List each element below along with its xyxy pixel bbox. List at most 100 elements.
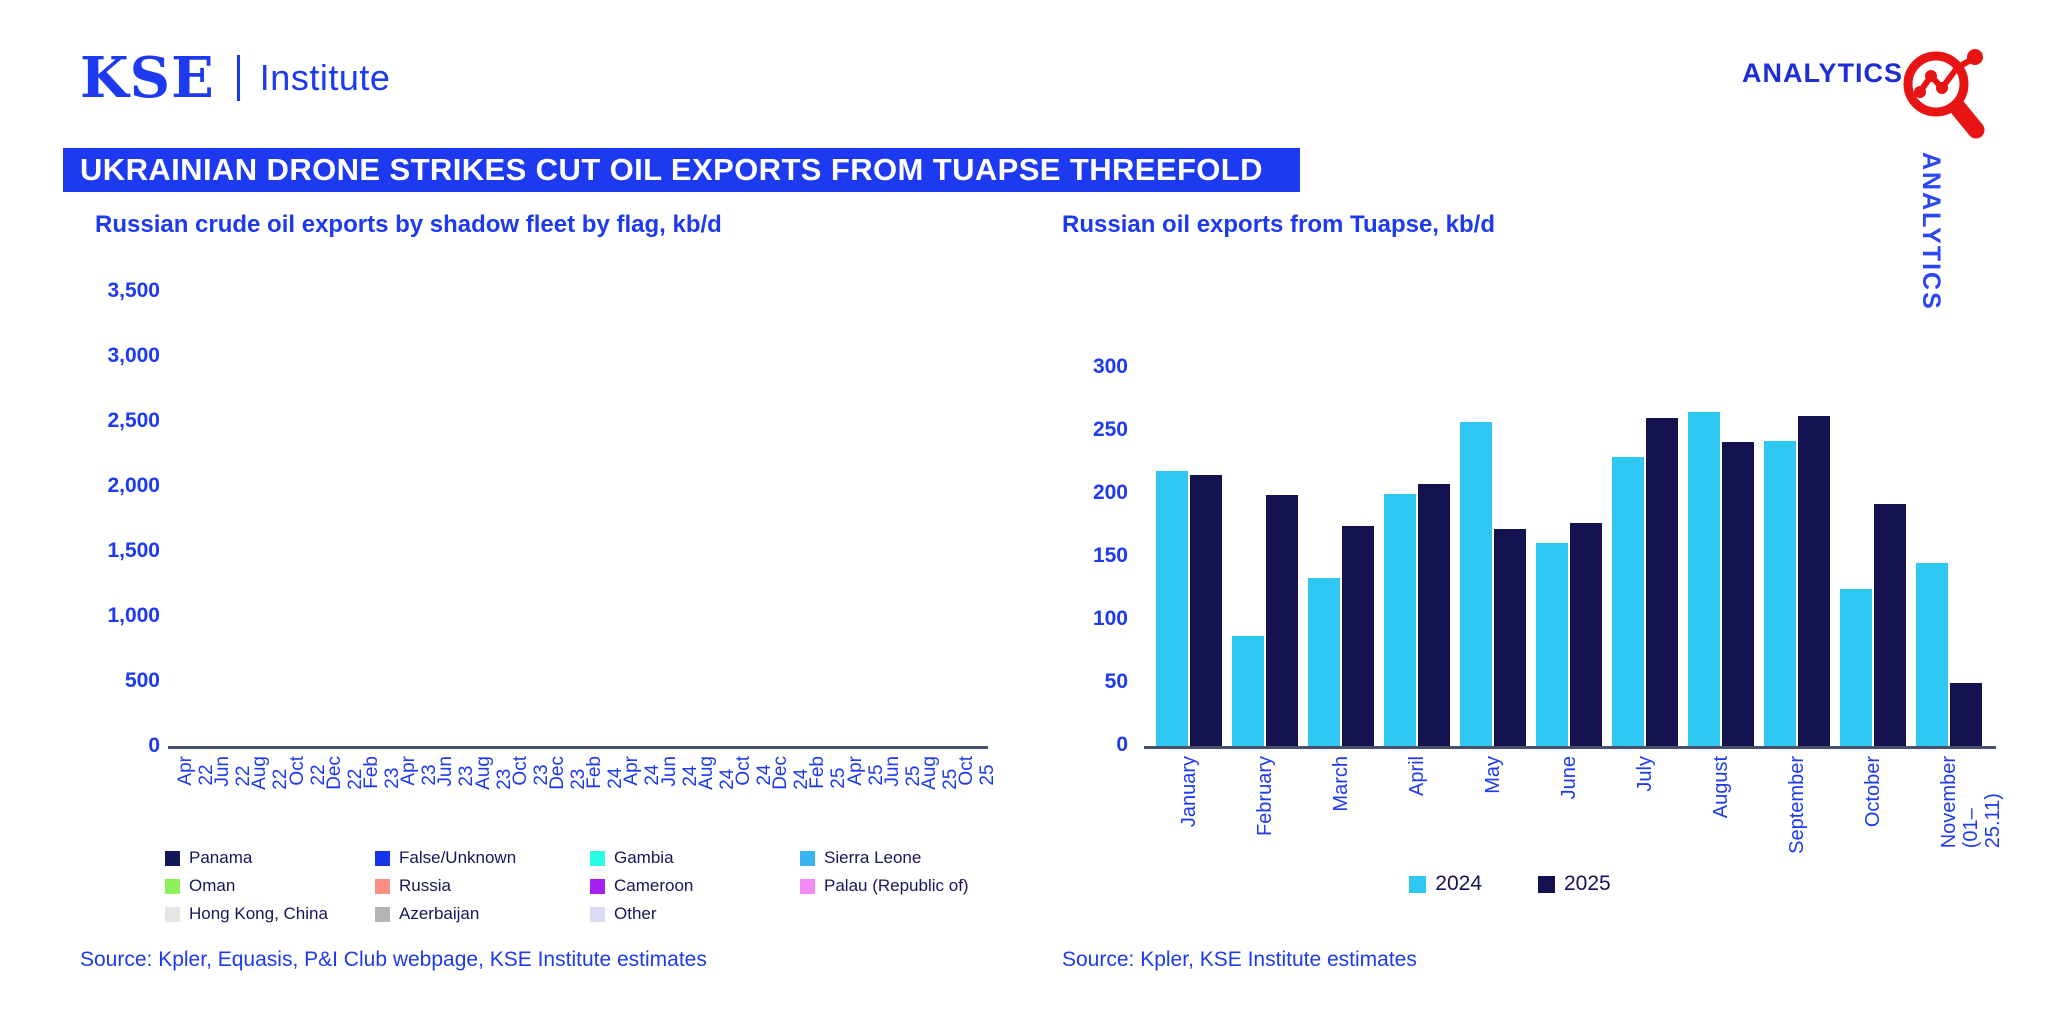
bar-2025 [1190, 475, 1222, 746]
x-tick-label: May [1482, 756, 1504, 794]
legend-item-sie: Sierra Leone [800, 848, 921, 868]
headline-banner: UKRAINIAN DRONE STRIKES CUT OIL EXPORTS … [63, 148, 1300, 192]
bar-2024 [1916, 563, 1948, 746]
legend-item-oth: Other [590, 904, 657, 924]
legend-label: Russia [399, 876, 451, 895]
y-tick-label: 1,000 [107, 604, 160, 627]
y-tick-label: 200 [1092, 481, 1128, 504]
bar-2024 [1156, 471, 1188, 746]
legend-item-cam: Cameroon [590, 876, 693, 896]
analytics-magnifier-icon [1896, 40, 1996, 153]
legend-label: 2025 [1564, 872, 1611, 895]
bar-2024 [1764, 441, 1796, 746]
logo-divider [236, 55, 240, 101]
right-chart-title: Russian oil exports from Tuapse, kb/d [1062, 211, 1495, 238]
legend-swatch [375, 878, 390, 894]
legend-label: Hong Kong, China [189, 904, 328, 923]
x-tick-label: March [1330, 756, 1352, 812]
bar-2025 [1342, 525, 1374, 746]
bar-2024 [1384, 494, 1416, 746]
legend-item-pal: Palau (Republic of) [800, 876, 969, 896]
bar-2024 [1308, 578, 1340, 746]
bar-2024 [1232, 636, 1264, 746]
y-tick-label: 1,500 [107, 539, 160, 562]
legend-label: Gambia [614, 848, 674, 867]
bar-2024 [1688, 412, 1720, 746]
legend-label: Oman [189, 876, 236, 895]
x-tick-label: Oct 25 [956, 756, 999, 786]
legend-swatch [590, 906, 605, 922]
legend-item-oma: Oman [165, 876, 235, 896]
x-tick-label: Feb 25 [807, 756, 850, 789]
left-chart-title: Russian crude oil exports by shadow flee… [95, 211, 722, 238]
bar-2025 [1722, 442, 1754, 746]
legend-label: Palau (Republic of) [824, 876, 969, 895]
x-tick-label: August [1710, 756, 1732, 819]
legend-swatch [375, 850, 390, 866]
legend-label: Cameroon [614, 876, 694, 895]
legend-item-rus: Russia [375, 876, 451, 896]
x-tick-label: July [1634, 756, 1656, 792]
bar-2024 [1840, 588, 1872, 746]
legend-swatch [1538, 875, 1555, 893]
kse-logo: KSE Institute [80, 50, 390, 106]
legend-swatch [590, 878, 605, 894]
x-tick-label: January [1178, 756, 1200, 828]
analytics-label: ANALYTICS [1742, 58, 1904, 88]
legend-label: 2024 [1435, 872, 1482, 895]
y-tick-label: 2,500 [107, 409, 160, 432]
x-tick-label: November (01–25.11) [1938, 756, 2004, 849]
y-tick-label: 0 [1116, 733, 1128, 756]
legend-item-fu: False/Unknown [375, 848, 516, 868]
x-tick-label: October [1862, 756, 1884, 828]
x-tick-label: Apr 24 [621, 756, 664, 786]
bar-2025 [1494, 529, 1526, 746]
bar-2024 [1612, 457, 1644, 746]
bar-2024 [1536, 543, 1568, 746]
y-tick-label: 100 [1092, 607, 1128, 630]
legend-swatch [800, 850, 815, 866]
y-tick-label: 50 [1104, 670, 1128, 693]
y-tick-label: 3,500 [107, 279, 160, 302]
right-chart-source: Source: Kpler, KSE Institute estimates [1062, 948, 1417, 971]
bar-2025 [1798, 415, 1830, 746]
bar-2025 [1266, 495, 1298, 746]
legend-item-gam: Gambia [590, 848, 674, 868]
x-axis-line [168, 746, 988, 749]
bar-2025 [1874, 504, 1906, 746]
legend-item-hk: Hong Kong, China [165, 904, 328, 924]
legend-label: Azerbaijan [399, 904, 480, 923]
y-tick-label: 3,000 [107, 344, 160, 367]
bar-2025 [1950, 683, 1982, 746]
legend-swatch [800, 878, 815, 894]
right-chart-legend: 2024 2025 [1150, 872, 1870, 896]
legend-item-2024: 2024 [1409, 872, 1482, 896]
legend-swatch [165, 878, 180, 894]
legend-item-2025: 2025 [1538, 872, 1611, 896]
bar-2025 [1646, 418, 1678, 746]
y-tick-label: 2,000 [107, 474, 160, 497]
legend-swatch [375, 906, 390, 922]
y-tick-label: 0 [148, 734, 160, 757]
bar-2025 [1418, 483, 1450, 746]
legend-swatch [590, 850, 605, 866]
x-tick-label: February [1254, 756, 1276, 837]
legend-label: Panama [189, 848, 253, 867]
legend-swatch [1409, 875, 1427, 893]
y-tick-label: 250 [1092, 418, 1128, 441]
legend-item-pan: Panama [165, 848, 252, 868]
kse-logo-subtext: Institute [259, 57, 391, 98]
analytics-vertical-label: ANALYTICS [1917, 152, 1945, 311]
legend-item-aze: Azerbaijan [375, 904, 479, 924]
x-tick-label: June [1558, 756, 1580, 800]
y-tick-label: 300 [1092, 355, 1128, 378]
x-tick-label: September [1786, 756, 1808, 854]
legend-swatch [165, 850, 180, 866]
x-tick-label: April [1406, 756, 1428, 797]
bar-2025 [1570, 522, 1602, 746]
bar-2024 [1460, 422, 1492, 746]
legend-label: False/Unknown [399, 848, 517, 867]
x-axis-line [1144, 746, 1996, 749]
legend-swatch [165, 906, 180, 922]
legend-label: Sierra Leone [824, 848, 922, 867]
